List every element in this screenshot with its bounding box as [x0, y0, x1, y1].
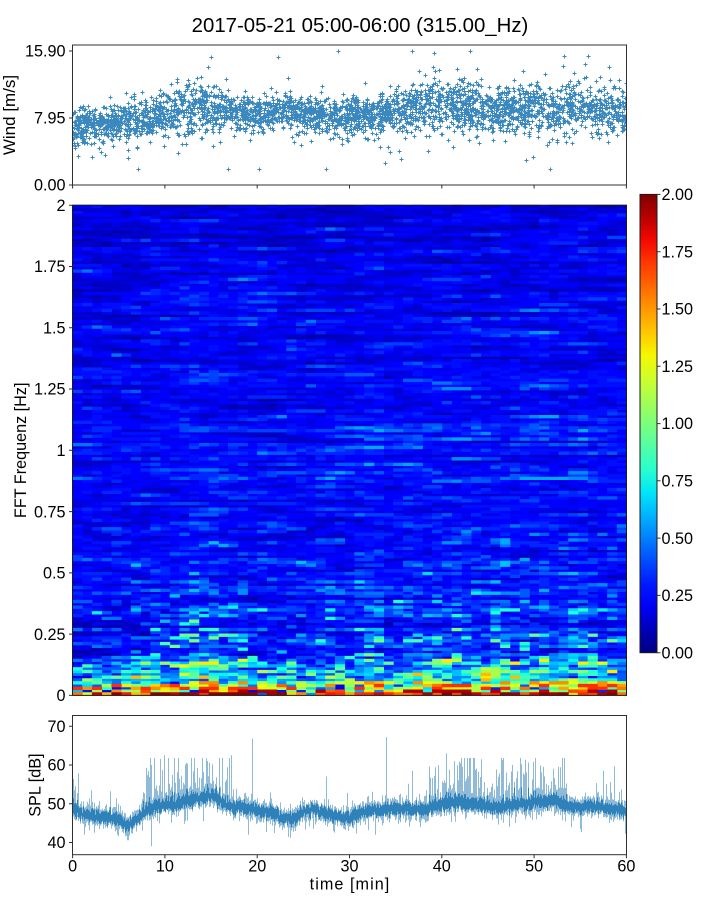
- svg-text:FFT Frequenz [Hz]: FFT Frequenz [Hz]: [12, 383, 30, 519]
- svg-text:0.00: 0.00: [662, 644, 694, 662]
- svg-text:time [min]: time [min]: [310, 876, 391, 894]
- svg-text:60: 60: [47, 757, 65, 775]
- svg-text:2.00: 2.00: [662, 186, 694, 204]
- svg-text:1.75: 1.75: [34, 258, 66, 276]
- svg-text:30: 30: [340, 858, 358, 876]
- svg-text:60: 60: [617, 858, 635, 876]
- svg-text:50: 50: [525, 858, 543, 876]
- svg-text:1.25: 1.25: [34, 381, 66, 399]
- svg-text:0.5: 0.5: [43, 565, 66, 583]
- svg-text:15.90: 15.90: [25, 43, 66, 61]
- svg-text:SPL [dB]: SPL [dB]: [27, 753, 45, 816]
- svg-text:1.25: 1.25: [662, 358, 694, 376]
- svg-text:0.75: 0.75: [662, 473, 694, 491]
- svg-text:10: 10: [156, 858, 174, 876]
- svg-text:1.5: 1.5: [43, 319, 66, 337]
- svg-text:1.75: 1.75: [662, 243, 694, 261]
- svg-text:0.50: 0.50: [662, 530, 694, 548]
- svg-text:70: 70: [47, 718, 65, 736]
- svg-text:2017-05-21 05:00-06:00 (315.00: 2017-05-21 05:00-06:00 (315.00_Hz): [192, 15, 529, 37]
- svg-text:40: 40: [47, 834, 65, 852]
- svg-text:7.95: 7.95: [34, 110, 66, 128]
- svg-text:1: 1: [56, 442, 65, 460]
- svg-text:2: 2: [56, 197, 65, 215]
- svg-text:0.25: 0.25: [662, 587, 694, 605]
- svg-text:0.00: 0.00: [34, 177, 66, 195]
- svg-text:40: 40: [433, 858, 451, 876]
- svg-text:1.00: 1.00: [662, 415, 694, 433]
- svg-text:0: 0: [68, 858, 77, 876]
- svg-text:0.75: 0.75: [34, 503, 66, 521]
- svg-text:1.50: 1.50: [662, 301, 694, 319]
- svg-text:0: 0: [56, 687, 65, 705]
- svg-text:Wind [m/s]: Wind [m/s]: [0, 75, 19, 155]
- svg-text:20: 20: [248, 858, 266, 876]
- svg-text:50: 50: [47, 795, 65, 813]
- svg-text:0.25: 0.25: [34, 626, 66, 644]
